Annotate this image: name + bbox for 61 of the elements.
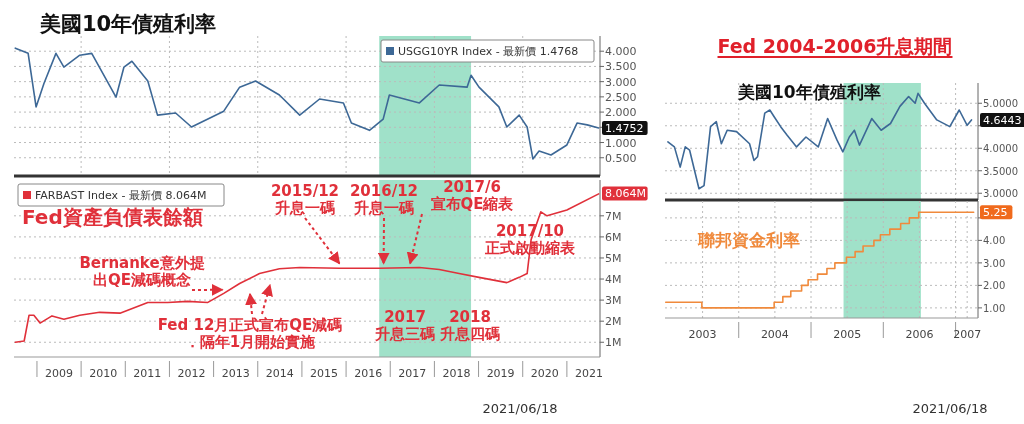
x-tick-label: 2006 [905, 328, 934, 341]
y-tick-label: 2.00 [983, 280, 1006, 292]
text: 2021/06/18 [482, 401, 558, 416]
x-tick-label: 2011 [133, 367, 162, 380]
y-tick-label: 5M [605, 251, 622, 265]
x-tick-label: 2005 [833, 328, 862, 341]
legend-label: USGG10YR Index - 最新價 1.4768 [398, 45, 579, 58]
annotation: 2015/12 升息一碼 [270, 182, 340, 218]
annotation: 2017/6 宣布QE縮表 [430, 178, 515, 214]
annotation: 2017 升息三碼 [374, 308, 435, 344]
x-tick-label: 2017 [398, 367, 427, 380]
x-tick-label: 2019 [486, 367, 515, 380]
annotation: 2016/12 升息一碼 [349, 182, 419, 218]
y-tick-label: 3M [605, 294, 622, 308]
x-tick-label: 2003 [688, 328, 717, 341]
annotation: Bernanke意外提出QE減碼概念 [79, 254, 205, 290]
x-tick-label: 2015 [310, 367, 338, 380]
y-tick-label: 2M [605, 315, 622, 329]
y-tick-label: 3.5000 [983, 165, 1018, 177]
x-tick-label: 2018 [442, 367, 471, 380]
y-tick-label: 0.500 [605, 151, 637, 165]
y-tick-label: 3.000 [605, 75, 637, 89]
chart-title: 美國10年債殖利率 [39, 12, 217, 36]
x-tick-label: 2009 [45, 367, 74, 380]
y-tick-label: 6M [605, 230, 622, 244]
chart-title: Fed 2004-2006升息期間 [717, 35, 953, 57]
legend-label: FARBAST Index - 最新價 8.064M [35, 189, 207, 202]
y-tick-label: 1.00 [983, 302, 1006, 314]
annotation: 1.4752 [605, 122, 644, 136]
x-tick-label: 2007 [953, 328, 982, 341]
y-tick-label: 3.0000 [983, 188, 1018, 200]
annotation: 2018 升息四碼 [439, 308, 500, 344]
x-tick-label: 2021 [574, 367, 603, 380]
y-tick-label: 4.00 [983, 235, 1006, 247]
annotation: 5.25 [983, 206, 1008, 220]
y-tick-label: 2.500 [605, 90, 637, 104]
annotation: 4.6443 [983, 113, 1022, 127]
x-tick-label: 2014 [265, 367, 294, 380]
text: 2021/06/18 [912, 401, 988, 416]
annotation: 8.064M [605, 187, 646, 201]
y-tick-label: 4M [605, 273, 622, 287]
text: Fed資產負債表餘額 [22, 205, 203, 229]
y-tick-label: 2.000 [605, 106, 637, 120]
y-tick-label: 3.00 [983, 257, 1006, 269]
y-tick-label: 3.500 [605, 60, 637, 74]
y-tick-label: 7M [605, 209, 622, 223]
line-series [14, 47, 600, 160]
annotation: Fed 12月正式宣布QE減碼．隔年1月開始實施 [157, 316, 343, 352]
y-tick-label: 1M [605, 336, 622, 350]
chart-subtitle: 美國10年債殖利率 [737, 82, 881, 102]
y-tick-label: 4.000 [605, 45, 637, 59]
x-tick-label: 2020 [530, 367, 559, 380]
x-tick-label: 2012 [177, 367, 206, 380]
y-tick-label: 1.000 [605, 136, 637, 150]
x-tick-label: 2013 [221, 367, 250, 380]
y-tick-label: 5.0000 [983, 98, 1018, 110]
x-tick-label: 2016 [354, 367, 383, 380]
x-tick-label: 2004 [760, 328, 789, 341]
text: 聯邦資金利率 [697, 230, 800, 250]
x-tick-label: 2010 [89, 367, 118, 380]
y-tick-label: 4.0000 [983, 143, 1018, 155]
